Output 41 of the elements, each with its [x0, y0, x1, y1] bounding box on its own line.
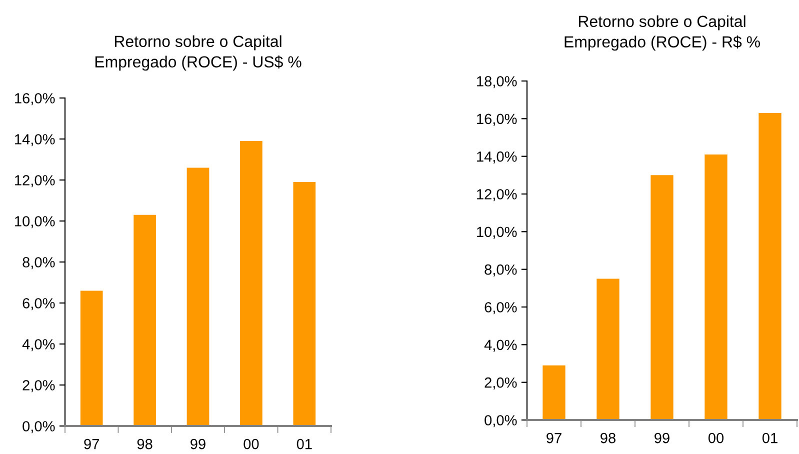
x-tick-label: 97: [546, 432, 562, 444]
y-tick-label: 0,0%: [484, 415, 517, 428]
x-tick-label: 00: [244, 438, 259, 450]
chart-title: Retorno sobre o Capital Empregado (ROCE) - R$ %: [564, 15, 760, 51]
y-tick-label: 12,0%: [477, 189, 517, 202]
x-tick-label: 99: [190, 438, 206, 450]
y-tick-label: 4,0%: [484, 340, 517, 352]
y-tick-label: 10,0%: [15, 216, 55, 228]
x-tick-label: 98: [137, 438, 152, 450]
y-tick-label: 16,0%: [477, 114, 517, 126]
bar: [240, 141, 262, 426]
y-tick-label: 10,0%: [477, 226, 517, 239]
x-tick-label: 97: [84, 438, 99, 450]
bar: [134, 214, 156, 426]
chart-title: Retorno sobre o Capital Empregado (ROCE) - US$ %: [95, 35, 302, 71]
bar: [80, 290, 103, 426]
y-tick-label: 14,0%: [15, 134, 55, 146]
y-tick-label: 18,0%: [477, 76, 517, 88]
bar: [293, 182, 316, 426]
y-tick-label: 2,0%: [22, 380, 55, 392]
bar: [186, 168, 210, 426]
bar: [758, 113, 782, 420]
y-tick-label: 4,0%: [22, 339, 55, 352]
y-tick-label: 6,0%: [484, 302, 517, 314]
y-tick-label: 16,0%: [15, 93, 55, 106]
x-tick-label: 99: [654, 432, 670, 444]
y-tick-label: 2,0%: [484, 377, 517, 390]
x-tick-label: 98: [600, 432, 616, 444]
x-tick-label: 01: [762, 432, 778, 444]
y-tick-label: 6,0%: [22, 298, 55, 310]
y-tick-label: 14,0%: [477, 151, 517, 164]
x-tick-label: 00: [708, 432, 724, 444]
y-tick-label: 8,0%: [22, 257, 55, 270]
x-tick-label: 01: [296, 438, 312, 450]
bar: [542, 365, 566, 420]
y-tick-label: 12,0%: [15, 175, 55, 188]
y-tick-label: 8,0%: [484, 264, 517, 276]
y-tick-label: 0,0%: [22, 421, 55, 434]
bar: [650, 175, 674, 420]
bar: [704, 154, 728, 420]
bar: [596, 278, 620, 420]
